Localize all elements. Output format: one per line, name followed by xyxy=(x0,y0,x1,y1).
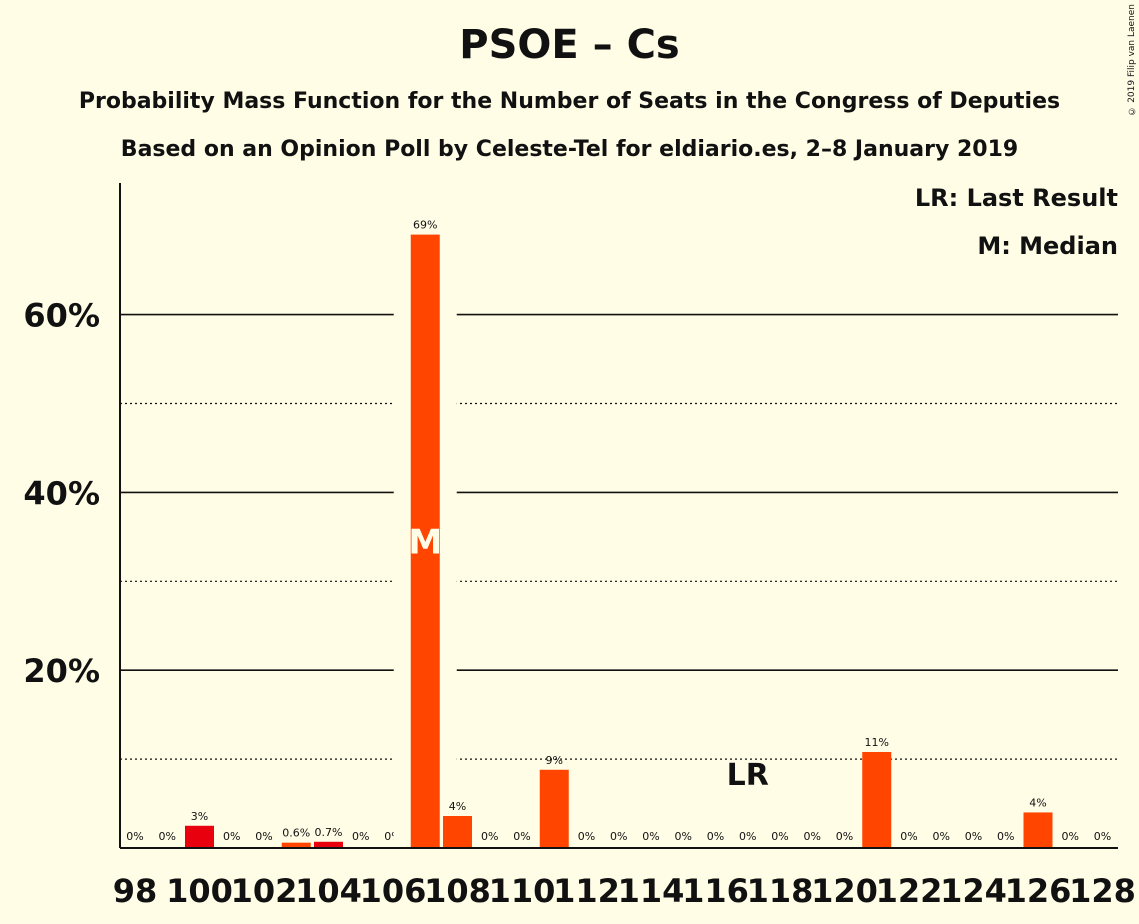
last-result-marker: LR xyxy=(727,758,769,793)
bar-value-label: 0% xyxy=(933,830,950,843)
bar-value-label: 0% xyxy=(352,830,369,843)
bar-value-label: 0% xyxy=(513,830,530,843)
bar-value-label: 9% xyxy=(546,754,563,767)
x-tick-label: 126 xyxy=(1005,872,1072,910)
bar-value-label: 0% xyxy=(159,830,176,843)
y-tick-label: 40% xyxy=(23,474,100,512)
x-tick-label: 120 xyxy=(811,872,878,910)
bar xyxy=(410,234,440,849)
bar-value-label: 0% xyxy=(739,830,756,843)
x-tick-label: 110 xyxy=(489,872,556,910)
x-tick-label: 118 xyxy=(747,872,814,910)
bar-value-label: 4% xyxy=(1029,796,1046,809)
bar-value-label: 0% xyxy=(578,830,595,843)
y-tick-label: 60% xyxy=(23,297,100,335)
bar xyxy=(443,815,472,848)
x-tick-label: 128 xyxy=(1069,872,1136,910)
bar-value-label: 0% xyxy=(675,830,692,843)
bar-value-label: 11% xyxy=(865,736,889,749)
x-tick-label: 112 xyxy=(553,872,620,910)
bar-value-label: 0% xyxy=(771,830,788,843)
bar xyxy=(185,825,214,848)
bar-value-label: 4% xyxy=(449,800,466,813)
median-marker: M xyxy=(408,522,442,562)
x-tick-label: 108 xyxy=(424,872,491,910)
x-tick-label: 124 xyxy=(940,872,1007,910)
bar-value-label: 0% xyxy=(1094,830,1111,843)
bar-value-label: 0% xyxy=(255,830,272,843)
bar-value-label: 0% xyxy=(481,830,498,843)
bar-value-label: 69% xyxy=(413,219,437,232)
bar-value-label: 0% xyxy=(804,830,821,843)
x-tick-label: 122 xyxy=(876,872,943,910)
chart-title: PSOE – Cs xyxy=(459,22,680,68)
x-tick-label: 114 xyxy=(618,872,685,910)
bar-value-label: 0% xyxy=(836,830,853,843)
bar-value-label: 0.6% xyxy=(282,827,310,840)
bar-value-label: 0% xyxy=(997,830,1014,843)
bar-value-label: 0% xyxy=(126,830,143,843)
bar-value-label: 0% xyxy=(642,830,659,843)
bar xyxy=(539,769,569,848)
x-tick-label: 98 xyxy=(113,872,158,910)
bar xyxy=(281,842,311,848)
x-tick-label: 106 xyxy=(360,872,427,910)
bar-value-label: 0% xyxy=(610,830,627,843)
bar-value-label: 0% xyxy=(707,830,724,843)
legend-last-result: LR: Last Result xyxy=(914,184,1118,212)
chart-subtitle: Probability Mass Function for the Number… xyxy=(78,89,1061,114)
x-tick-label: 100 xyxy=(166,872,233,910)
bar-value-label: 0% xyxy=(900,830,917,843)
bar xyxy=(314,841,343,848)
x-tick-label: 104 xyxy=(295,872,362,910)
bar-value-label: 0% xyxy=(965,830,982,843)
bar xyxy=(862,751,892,848)
chart-subtitle-source: Based on an Opinion Poll by Celeste-Tel … xyxy=(120,137,1019,162)
bar xyxy=(1023,812,1053,848)
bar-value-label: 3% xyxy=(191,810,208,823)
x-tick-label: 102 xyxy=(231,872,298,910)
bar-value-label: 0% xyxy=(1062,830,1079,843)
legend-median: M: Median xyxy=(977,232,1118,260)
bar-value-label: 0% xyxy=(223,830,240,843)
y-tick-label: 20% xyxy=(23,652,100,690)
x-tick-label: 116 xyxy=(682,872,749,910)
bar-value-label: 0.7% xyxy=(315,826,343,839)
